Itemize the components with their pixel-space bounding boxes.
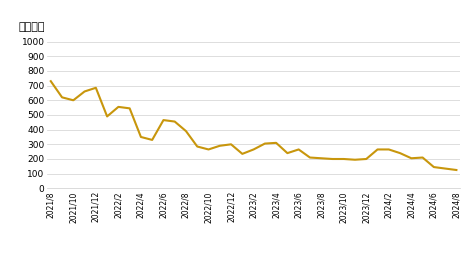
Text: （千人）: （千人） [18,22,45,32]
